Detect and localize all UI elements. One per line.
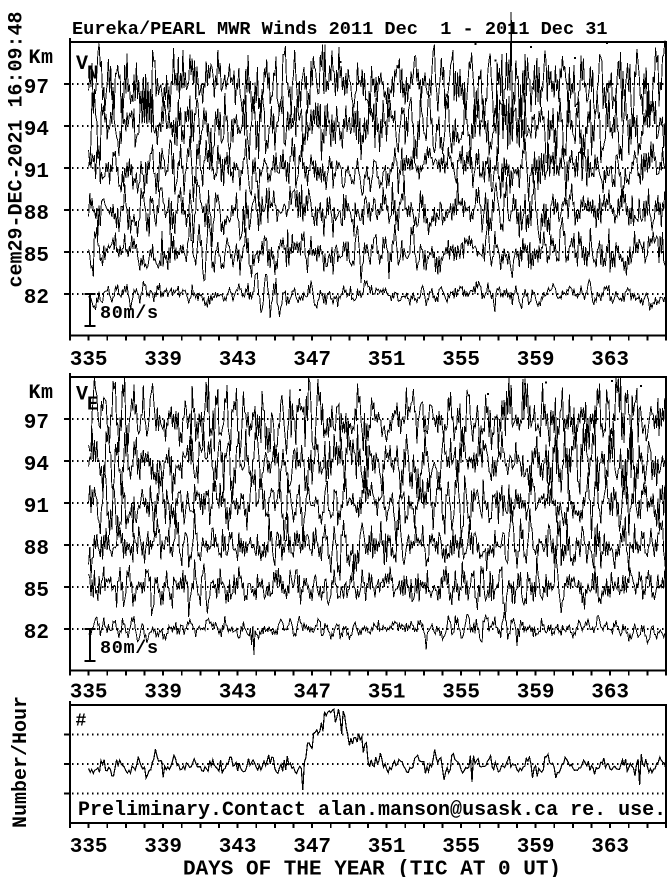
svg-text:91: 91	[24, 496, 49, 519]
svg-text:363: 363	[591, 836, 629, 859]
svg-text:Km: Km	[29, 382, 54, 405]
svg-text:351: 351	[368, 682, 406, 705]
svg-text:343: 343	[219, 682, 257, 705]
svg-text:80m/s: 80m/s	[100, 638, 159, 659]
svg-text:335: 335	[70, 349, 108, 372]
svg-text:Preliminary.Contact alan.manso: Preliminary.Contact alan.manson@usask.ca…	[78, 799, 666, 822]
svg-text:359: 359	[517, 836, 555, 859]
svg-text:343: 343	[219, 836, 257, 859]
svg-text:363: 363	[591, 682, 629, 705]
svg-text:335: 335	[70, 836, 108, 859]
svg-text:347: 347	[293, 349, 331, 372]
svg-text:cem29-DEC-2021 16:09:48: cem29-DEC-2021 16:09:48	[6, 11, 29, 287]
svg-text:97: 97	[24, 412, 49, 435]
svg-text:80m/s: 80m/s	[100, 303, 159, 324]
svg-text:85: 85	[24, 245, 49, 268]
svg-text:Eureka/PEARL MWR Winds 2011 De: Eureka/PEARL MWR Winds 2011 Dec 1 - 2011…	[72, 19, 608, 40]
svg-text:339: 339	[144, 682, 182, 705]
svg-text:88: 88	[24, 203, 49, 226]
svg-text:Number/Hour: Number/Hour	[10, 696, 33, 828]
svg-text:94: 94	[24, 454, 49, 477]
svg-text:347: 347	[293, 682, 331, 705]
svg-text:N: N	[87, 63, 98, 85]
svg-text:359: 359	[517, 349, 555, 372]
svg-text:359: 359	[517, 682, 555, 705]
svg-text:Km: Km	[29, 47, 54, 70]
svg-text:E: E	[87, 394, 98, 416]
svg-text:82: 82	[24, 622, 49, 645]
svg-text:355: 355	[442, 349, 480, 372]
svg-text:339: 339	[144, 349, 182, 372]
svg-text:347: 347	[293, 836, 331, 859]
svg-text:DAYS OF THE YEAR (TIC AT 0 UT): DAYS OF THE YEAR (TIC AT 0 UT)	[183, 859, 561, 877]
svg-text:V: V	[76, 384, 88, 407]
svg-text:85: 85	[24, 580, 49, 603]
svg-text:351: 351	[368, 836, 406, 859]
svg-text:363: 363	[591, 349, 629, 372]
svg-text:343: 343	[219, 349, 257, 372]
svg-text:94: 94	[24, 119, 49, 142]
svg-text:V: V	[76, 53, 88, 76]
svg-text:91: 91	[24, 161, 49, 184]
svg-text:355: 355	[442, 682, 480, 705]
svg-text:82: 82	[24, 287, 49, 310]
svg-text:#: #	[76, 712, 87, 732]
svg-text:97: 97	[24, 77, 49, 100]
svg-text:355: 355	[442, 836, 480, 859]
svg-text:88: 88	[24, 538, 49, 561]
svg-text:339: 339	[144, 836, 182, 859]
svg-text:351: 351	[368, 349, 406, 372]
svg-text:335: 335	[70, 682, 108, 705]
